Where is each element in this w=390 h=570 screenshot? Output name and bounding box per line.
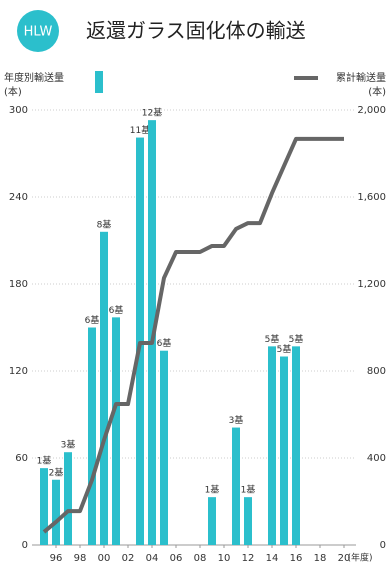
y-tick-label: 0 bbox=[22, 540, 28, 551]
x-tick-label: 12 bbox=[242, 553, 255, 564]
badge bbox=[17, 10, 59, 52]
badge-text: HLW bbox=[24, 25, 53, 40]
y2-tick-label: 1,600 bbox=[357, 192, 386, 203]
x-tick-label: 14 bbox=[266, 553, 279, 564]
chart-title: 返還ガラス固化体の輸送 bbox=[86, 19, 306, 43]
value-label: 11基 bbox=[130, 124, 150, 136]
x-tick-label: 10 bbox=[218, 553, 231, 564]
x-tick-label: 04 bbox=[146, 553, 159, 564]
x-tick-label: 18 bbox=[314, 553, 327, 564]
y-axis-label: (本) bbox=[4, 85, 22, 98]
value-label: 5基 bbox=[277, 343, 292, 355]
x-tick-label: 08 bbox=[194, 553, 207, 564]
bar bbox=[232, 427, 240, 545]
x-tick-label: 06 bbox=[170, 553, 183, 564]
y2-tick-label: 2,000 bbox=[357, 105, 386, 116]
legend-label: 累計輸送量 bbox=[336, 71, 386, 84]
bar bbox=[244, 497, 252, 545]
x-tick-label: 00 bbox=[98, 553, 111, 564]
value-label: 5基 bbox=[265, 333, 280, 345]
x-axis-unit: (年度) bbox=[347, 552, 372, 564]
y2-tick-label: 400 bbox=[367, 453, 386, 464]
y-tick-label: 240 bbox=[9, 192, 28, 203]
y-tick-label: 300 bbox=[9, 105, 28, 116]
bar bbox=[52, 479, 60, 545]
value-label: 1基 bbox=[241, 484, 256, 496]
y2-tick-label: 800 bbox=[367, 366, 386, 377]
value-label: 12基 bbox=[142, 107, 162, 119]
bar bbox=[268, 346, 276, 545]
value-label: 3基 bbox=[229, 414, 244, 426]
y-tick-label: 180 bbox=[9, 279, 28, 290]
value-label: 6基 bbox=[157, 337, 172, 349]
bar bbox=[88, 327, 96, 545]
y-tick-label: 120 bbox=[9, 366, 28, 377]
value-label: 8基 bbox=[97, 218, 112, 230]
y2-axis-label: (本) bbox=[368, 85, 386, 98]
x-tick-label: 96 bbox=[50, 553, 63, 564]
bar bbox=[112, 317, 120, 545]
value-label: 1基 bbox=[205, 484, 220, 496]
bar bbox=[280, 356, 288, 545]
value-label: 1基 bbox=[37, 455, 52, 467]
bar bbox=[208, 497, 216, 545]
bar bbox=[100, 231, 108, 546]
x-tick-label: 20 bbox=[338, 553, 351, 564]
bar bbox=[64, 452, 72, 545]
value-label: 5基 bbox=[289, 333, 304, 345]
value-label: 6基 bbox=[109, 304, 124, 316]
x-tick-label: 16 bbox=[290, 553, 303, 564]
legend-label: 年度別輸送量 bbox=[4, 71, 64, 84]
x-tick-label: 02 bbox=[122, 553, 135, 564]
cumulative-line bbox=[42, 136, 344, 534]
bar bbox=[292, 346, 300, 545]
value-label: 6基 bbox=[85, 314, 100, 326]
bar bbox=[160, 350, 168, 545]
value-label: 3基 bbox=[61, 439, 76, 451]
legend-swatch bbox=[95, 71, 103, 93]
y2-tick-label: 1,200 bbox=[357, 279, 386, 290]
bar bbox=[40, 468, 48, 545]
y2-tick-label: 0 bbox=[380, 540, 386, 551]
value-label: 2基 bbox=[49, 466, 64, 478]
y-tick-label: 60 bbox=[15, 453, 28, 464]
x-tick-label: 98 bbox=[74, 553, 87, 564]
